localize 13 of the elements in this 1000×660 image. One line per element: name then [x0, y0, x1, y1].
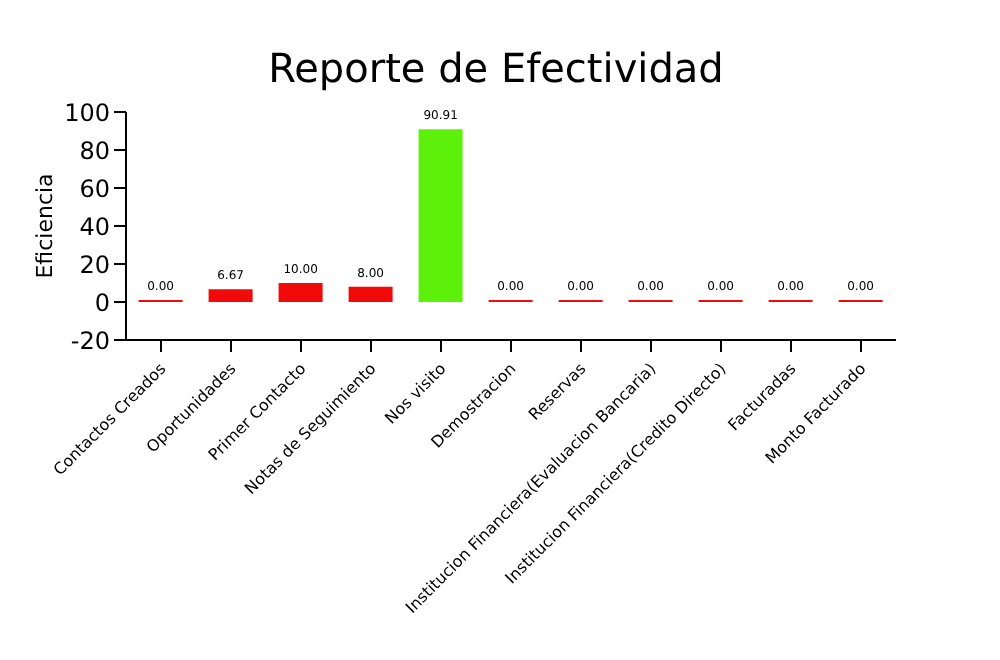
- chart-title: Reporte de Efectividad: [266, 42, 726, 96]
- y-tick-label: 20: [79, 250, 110, 279]
- y-tick-label: 80: [79, 136, 110, 165]
- y-axis-title: Eficiencia: [31, 173, 58, 279]
- bar: [208, 289, 253, 302]
- y-tick-label: 40: [79, 212, 110, 241]
- bar: [278, 283, 323, 302]
- y-tick-label: 0: [94, 288, 110, 317]
- y-tick-label: -20: [70, 326, 110, 355]
- y-tick-label: 100: [64, 98, 110, 127]
- bar: [348, 286, 393, 302]
- bar: [418, 129, 463, 302]
- y-tick-label: 60: [79, 174, 110, 203]
